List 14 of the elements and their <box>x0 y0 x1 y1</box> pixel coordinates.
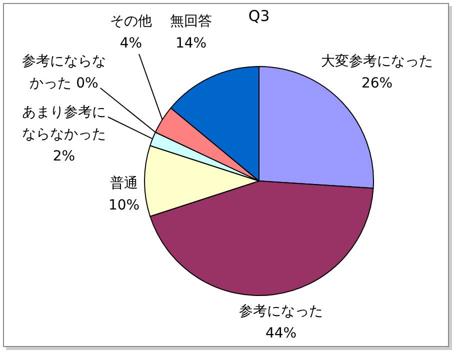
data-label: 44% <box>265 326 297 342</box>
slice-label: 普通 <box>110 174 138 192</box>
data-label: 4% <box>120 36 142 52</box>
data-label: 10% <box>108 198 140 214</box>
data-label: 26% <box>361 76 393 92</box>
data-label: 14% <box>175 36 207 52</box>
slice-label: 参考になった <box>239 304 323 320</box>
slice-label: 無回答 <box>170 14 212 30</box>
slice-label: 大変参考になった <box>321 54 433 70</box>
chart-title: Q3 <box>248 6 270 25</box>
slice-label: あまり参考にならなかった <box>22 104 106 143</box>
data-label: 2% <box>52 148 76 165</box>
slice-label: その他 <box>110 14 152 30</box>
category-label: 参考にならなかった 0% <box>22 54 106 92</box>
